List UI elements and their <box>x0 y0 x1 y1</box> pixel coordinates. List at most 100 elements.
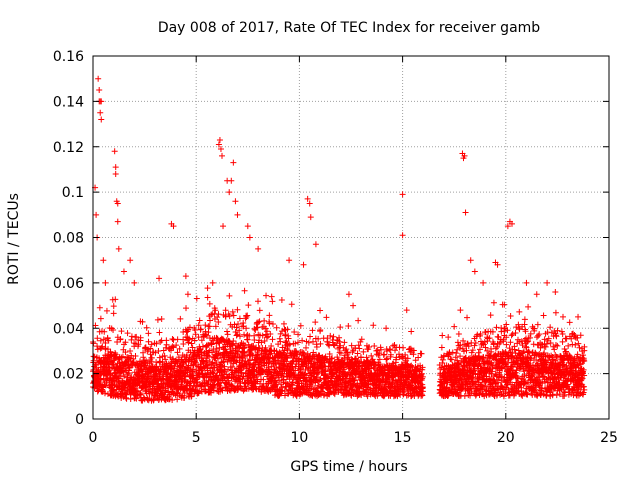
data-point <box>345 323 352 330</box>
data-point <box>439 332 446 339</box>
data-point <box>292 348 299 355</box>
data-point <box>100 257 107 264</box>
data-point <box>195 370 202 377</box>
data-point <box>145 330 152 337</box>
data-point <box>192 331 199 338</box>
data-point <box>241 348 248 355</box>
data-point <box>521 316 528 323</box>
data-point <box>189 366 196 373</box>
data-point <box>152 349 159 356</box>
data-point <box>114 218 121 225</box>
data-point <box>312 241 319 248</box>
data-point <box>295 378 302 385</box>
data-point <box>209 349 216 356</box>
data-point <box>457 307 464 314</box>
data-point <box>122 349 129 356</box>
y-tick-label: 0.12 <box>53 140 84 156</box>
data-point <box>128 336 135 343</box>
data-point <box>566 319 573 326</box>
data-point <box>275 374 282 381</box>
data-point <box>208 311 215 318</box>
data-point <box>96 304 103 311</box>
data-point <box>260 376 267 383</box>
data-point <box>137 337 144 344</box>
data-point <box>229 342 236 349</box>
chart-title: Day 008 of 2017, Rate Of TEC Index for r… <box>158 20 540 36</box>
data-point <box>277 338 284 345</box>
data-point <box>525 303 532 310</box>
data-point <box>221 367 228 374</box>
data-point <box>119 353 126 360</box>
data-point <box>162 344 169 351</box>
data-point <box>207 365 214 372</box>
data-point <box>226 313 233 320</box>
data-point <box>330 333 337 340</box>
data-point <box>238 354 245 361</box>
data-point <box>228 177 235 184</box>
data-point <box>258 339 265 346</box>
data-point <box>193 355 200 362</box>
data-point <box>268 348 275 355</box>
data-point <box>553 392 560 399</box>
data-point <box>245 302 252 309</box>
x-tick-label: 0 <box>89 430 98 446</box>
data-point <box>214 387 221 394</box>
data-point <box>189 375 196 382</box>
data-point <box>498 328 505 335</box>
data-point <box>112 170 119 177</box>
data-point <box>383 325 390 332</box>
data-point <box>480 279 487 286</box>
data-point <box>236 333 243 340</box>
data-point <box>269 298 276 305</box>
data-point <box>204 285 211 292</box>
data-point <box>214 355 221 362</box>
data-point <box>235 351 242 358</box>
data-point <box>575 340 582 347</box>
data-point <box>321 392 328 399</box>
y-axis-tick-labels: 00.020.040.060.080.10.120.140.16 <box>53 49 84 428</box>
data-point <box>169 343 176 350</box>
x-tick-label: 5 <box>192 430 201 446</box>
data-point <box>289 379 296 386</box>
data-point <box>229 363 236 370</box>
data-point <box>559 313 566 320</box>
data-point <box>472 339 479 346</box>
data-point <box>516 308 523 315</box>
data-point <box>322 353 329 360</box>
data-point <box>325 341 332 348</box>
data-point <box>403 307 410 314</box>
data-point <box>199 343 206 350</box>
data-point <box>316 377 323 384</box>
data-point <box>284 326 291 333</box>
data-point <box>355 317 362 324</box>
data-point <box>471 268 478 275</box>
data-point <box>360 348 367 355</box>
data-point <box>269 336 276 343</box>
data-point <box>162 356 169 363</box>
data-point <box>124 330 131 337</box>
data-point <box>232 198 239 205</box>
data-point <box>263 334 270 341</box>
data-point <box>209 359 216 366</box>
data-point <box>220 223 227 230</box>
data-point <box>266 312 273 319</box>
data-point <box>286 257 293 264</box>
data-point <box>552 288 559 295</box>
data-point <box>98 116 105 123</box>
data-point <box>222 307 229 314</box>
data-point <box>117 336 124 343</box>
data-point <box>276 377 283 384</box>
data-point <box>226 189 233 196</box>
data-point <box>337 324 344 331</box>
data-point <box>121 384 128 391</box>
data-point <box>281 392 288 399</box>
data-point <box>100 336 107 343</box>
data-point <box>127 348 134 355</box>
data-point <box>294 351 301 358</box>
data-point <box>145 338 152 345</box>
data-point <box>156 275 163 282</box>
data-point <box>115 245 122 252</box>
data-point <box>317 307 324 314</box>
data-point <box>216 340 223 347</box>
data-point <box>256 318 263 325</box>
